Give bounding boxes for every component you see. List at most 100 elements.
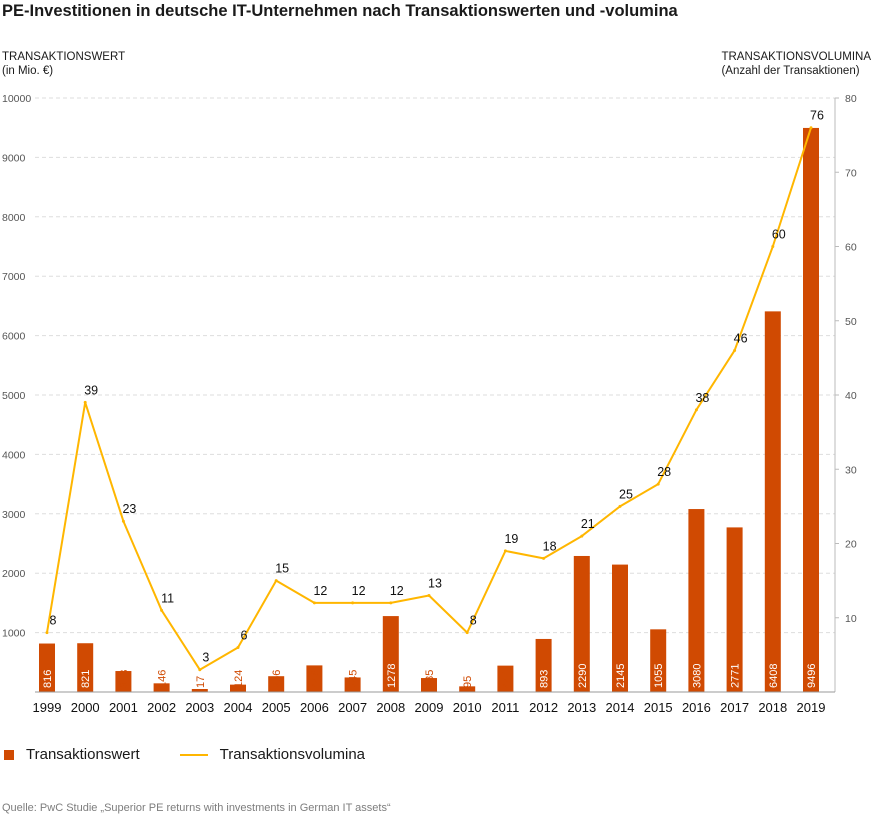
x-tick-label: 2009 [415, 700, 444, 715]
bar-2019 [803, 127, 819, 692]
line-value-label: 21 [581, 517, 595, 531]
line-value-label: 12 [390, 584, 404, 598]
left-axis-caption: TRANSAKTIONSWERT (in Mio. €) [2, 50, 125, 78]
left-tick-label: 10000 [2, 93, 31, 105]
bar-2008 [382, 616, 399, 692]
line-value-label: 39 [84, 383, 98, 397]
x-tick-label: 2000 [71, 700, 100, 715]
x-tick-label: 2013 [567, 700, 596, 715]
bar-value-label: 146 [157, 670, 169, 688]
line-value-label: 13 [428, 576, 442, 590]
bar-2014 [612, 564, 628, 692]
bar-2007 [344, 677, 361, 692]
line-value-label: 3 [202, 651, 209, 665]
line-value-label: 8 [50, 614, 57, 628]
bar-2015 [650, 629, 667, 692]
bar-2016 [688, 509, 705, 692]
line-point [427, 593, 431, 597]
right-tick-label: 40 [845, 390, 857, 402]
x-tick-label: 2005 [262, 700, 291, 715]
line-value-label: 8 [470, 614, 477, 628]
bar-2011 [497, 665, 514, 692]
bar-2013 [573, 555, 590, 692]
right-axis-title: TRANSAKTIONSVOLUMINA [721, 51, 871, 63]
bar-value-label: 2771 [730, 664, 742, 688]
bar-value-label: 266 [271, 670, 283, 688]
x-tick-label: 2012 [529, 700, 558, 715]
bar-value-label: 9496 [806, 664, 818, 688]
bar-2018 [764, 311, 781, 692]
bar-2012 [535, 638, 552, 692]
bar-value-label: 353 [118, 670, 130, 688]
x-tick-label: 2014 [606, 700, 635, 715]
line-value-label: 76 [810, 109, 824, 123]
line-point [83, 400, 87, 404]
right-tick-label: 50 [845, 316, 857, 328]
line-value-label: 25 [619, 487, 633, 501]
bar-value-label: 1278 [386, 664, 398, 688]
legend-bar-swatch [4, 749, 14, 760]
line-point [121, 519, 125, 523]
right-tick-label: 60 [845, 242, 857, 254]
bar-2010 [459, 686, 476, 692]
line-value-label: 12 [313, 584, 327, 598]
bar-value-label: 6408 [768, 664, 780, 688]
left-axis-title: TRANSAKTIONSWERT [2, 51, 126, 63]
bar-value-label: 124 [233, 670, 245, 688]
line-value-label: 46 [734, 331, 748, 345]
legend: Transaktionswert Transaktionsvolumina [4, 746, 405, 763]
line-point [45, 631, 49, 635]
line-point [312, 601, 316, 605]
x-tick-label: 2006 [300, 700, 329, 715]
bar-2000 [77, 643, 94, 692]
line-point [198, 668, 202, 672]
left-tick-label: 1000 [2, 628, 26, 640]
left-tick-label: 8000 [2, 212, 26, 224]
line-point [389, 601, 393, 605]
x-tick-label: 2017 [720, 700, 749, 715]
bar-2001 [115, 671, 132, 692]
bar-2017 [726, 527, 743, 692]
bar-value-label: 17 [195, 676, 207, 688]
bar-value-label: 245 [348, 670, 360, 688]
x-tick-label: 2015 [644, 700, 673, 715]
x-tick-label: 2008 [376, 700, 405, 715]
line-point [694, 408, 698, 412]
line-point [580, 534, 584, 538]
line-value-label: 28 [657, 465, 671, 479]
bar-value-label: 95 [462, 676, 474, 688]
left-tick-label: 2000 [2, 568, 26, 580]
right-axis-caption: TRANSAKTIONSVOLUMINA (Anzahl der Transak… [721, 50, 871, 78]
left-tick-label: 9000 [2, 152, 26, 164]
bar-1999 [39, 643, 55, 692]
line-point [236, 645, 240, 649]
legend-bar-label: Transaktionswert [26, 746, 140, 763]
bar-2002 [153, 683, 170, 692]
legend-item-bar: Transaktionswert [4, 746, 140, 763]
bar-value-label: 448 [309, 670, 321, 688]
bar-value-label: 816 [42, 670, 54, 688]
line-value-label: 11 [161, 591, 174, 605]
x-tick-label: 2007 [338, 700, 367, 715]
line-value-label: 23 [122, 502, 136, 516]
bar-2003 [191, 689, 208, 692]
line-point [465, 631, 469, 635]
x-tick-label: 2003 [185, 700, 214, 715]
left-tick-label: 3000 [2, 509, 26, 521]
chart-title: PE-Investitionen in deutsche IT-Unterneh… [2, 2, 678, 20]
line-value-label: 15 [275, 562, 289, 576]
bar-value-label: 235 [424, 670, 436, 688]
x-tick-label: 2018 [758, 700, 787, 715]
source-note: Quelle: PwC Studie „Superior PE returns … [2, 802, 391, 814]
bar-2005 [268, 676, 285, 692]
line-point [771, 245, 775, 248]
line-value-label: 38 [695, 391, 709, 405]
line-point [656, 482, 660, 486]
x-tick-label: 2011 [491, 700, 519, 715]
line-value-label: 18 [543, 539, 557, 553]
x-tick-label: 2004 [224, 700, 253, 715]
bar-value-label: 2145 [615, 664, 627, 688]
line-point [809, 126, 813, 130]
bar-value-label: 821 [80, 670, 92, 688]
left-axis-unit: (in Mio. €) [2, 65, 54, 77]
